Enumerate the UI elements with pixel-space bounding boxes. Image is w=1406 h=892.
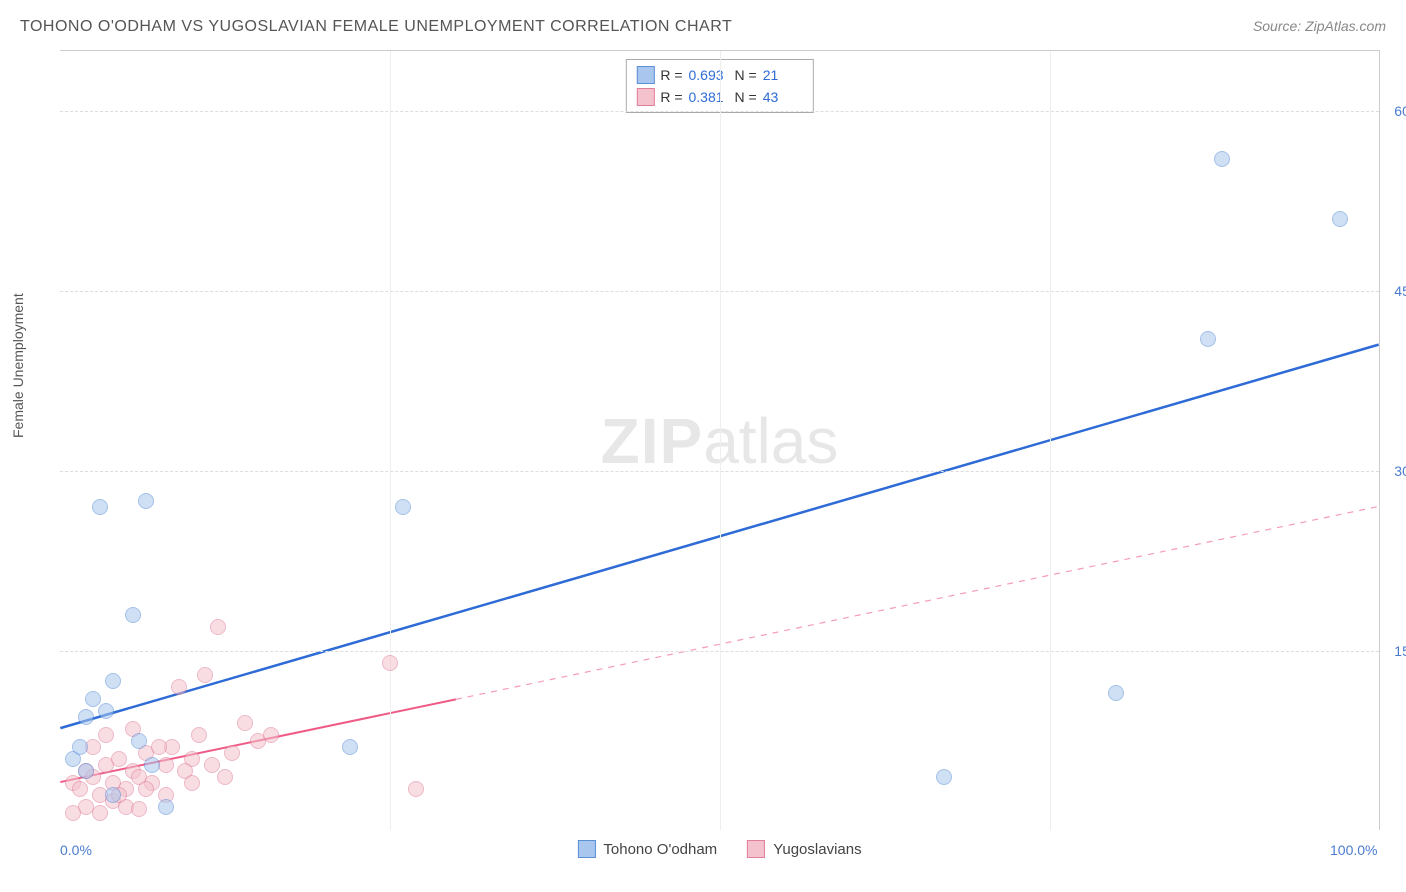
- x-tick-label: 100.0%: [1330, 842, 1377, 858]
- scatter-point: [171, 679, 187, 695]
- scatter-point: [78, 709, 94, 725]
- y-tick-label: 60.0%: [1394, 103, 1406, 119]
- scatter-point: [1214, 151, 1230, 167]
- scatter-point: [1200, 331, 1216, 347]
- scatter-point: [125, 607, 141, 623]
- scatter-point: [191, 727, 207, 743]
- scatter-point: [98, 703, 114, 719]
- gridline-vertical: [390, 51, 391, 830]
- x-tick-label: 0.0%: [60, 842, 92, 858]
- y-tick-label: 30.0%: [1394, 463, 1406, 479]
- scatter-point: [138, 781, 154, 797]
- scatter-point: [131, 801, 147, 817]
- legend-item-series2: Yugoslavians: [747, 840, 861, 858]
- legend-item-series1: Tohono O'odham: [577, 840, 717, 858]
- scatter-point: [98, 727, 114, 743]
- legend-swatch-series1: [577, 840, 595, 858]
- scatter-point: [204, 757, 220, 773]
- scatter-point: [408, 781, 424, 797]
- scatter-point: [1332, 211, 1348, 227]
- y-tick-label: 45.0%: [1394, 283, 1406, 299]
- scatter-point: [237, 715, 253, 731]
- gridline-vertical: [1050, 51, 1051, 830]
- n-value-series2: 43: [763, 89, 803, 105]
- scatter-point: [263, 727, 279, 743]
- scatter-point: [72, 739, 88, 755]
- scatter-point: [217, 769, 233, 785]
- chart-plot-area: ZIPatlas R = 0.693 N = 21 R = 0.381 N = …: [60, 50, 1380, 830]
- scatter-point: [65, 805, 81, 821]
- r-value-series2: 0.381: [689, 89, 729, 105]
- scatter-point: [395, 499, 411, 515]
- scatter-point: [92, 499, 108, 515]
- scatter-point: [151, 739, 167, 755]
- scatter-point: [111, 751, 127, 767]
- legend-swatch-series2: [747, 840, 765, 858]
- series-legend: Tohono O'odham Yugoslavians: [577, 840, 861, 858]
- legend-swatch-series1: [636, 66, 654, 84]
- legend-label-series1: Tohono O'odham: [603, 841, 717, 858]
- scatter-point: [85, 691, 101, 707]
- legend-label-series2: Yugoslavians: [773, 841, 861, 858]
- scatter-point: [105, 673, 121, 689]
- scatter-point: [224, 745, 240, 761]
- r-label: R =: [660, 89, 682, 105]
- scatter-point: [342, 739, 358, 755]
- y-tick-label: 15.0%: [1394, 643, 1406, 659]
- n-value-series1: 21: [763, 67, 803, 83]
- scatter-point: [382, 655, 398, 671]
- scatter-point: [131, 733, 147, 749]
- gridline-vertical: [720, 51, 721, 830]
- scatter-point: [78, 763, 94, 779]
- y-axis-label: Female Unemployment: [10, 293, 26, 438]
- chart-title: TOHONO O'ODHAM VS YUGOSLAVIAN FEMALE UNE…: [20, 18, 732, 36]
- r-label: R =: [660, 67, 682, 83]
- n-label: N =: [735, 67, 757, 83]
- scatter-point: [184, 775, 200, 791]
- scatter-point: [158, 799, 174, 815]
- r-value-series1: 0.693: [689, 67, 729, 83]
- scatter-point: [144, 757, 160, 773]
- scatter-point: [72, 781, 88, 797]
- scatter-point: [197, 667, 213, 683]
- scatter-point: [936, 769, 952, 785]
- scatter-point: [92, 805, 108, 821]
- scatter-point: [105, 787, 121, 803]
- scatter-point: [1108, 685, 1124, 701]
- source-attribution: Source: ZipAtlas.com: [1253, 18, 1386, 34]
- scatter-point: [210, 619, 226, 635]
- n-label: N =: [735, 89, 757, 105]
- scatter-point: [138, 493, 154, 509]
- legend-swatch-series2: [636, 88, 654, 106]
